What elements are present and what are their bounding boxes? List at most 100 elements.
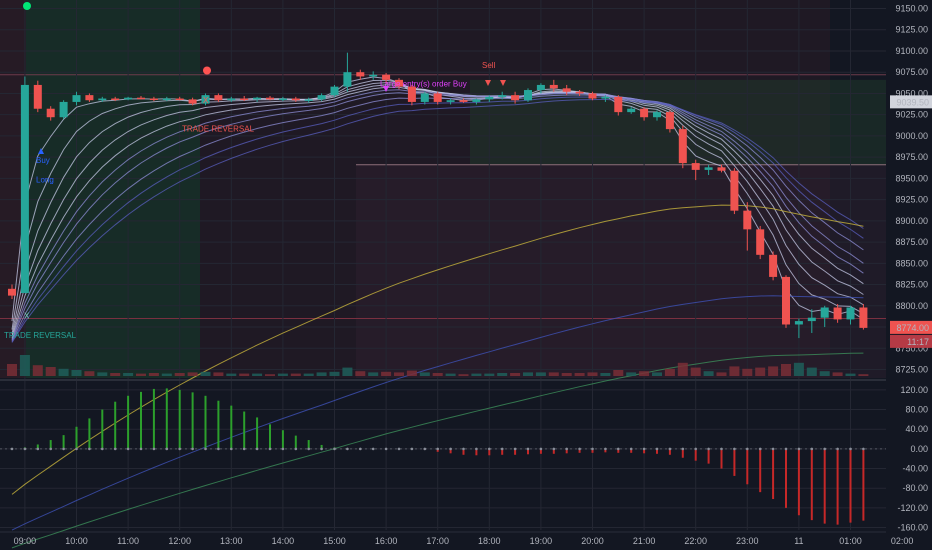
candle[interactable]	[304, 97, 313, 103]
candle[interactable]	[665, 110, 674, 133]
candle[interactable]	[330, 84, 339, 97]
candle[interactable]	[369, 71, 378, 80]
volume-bar	[639, 371, 650, 376]
zero-dot	[49, 447, 52, 451]
candle[interactable]	[536, 83, 545, 94]
candle[interactable]	[549, 79, 558, 92]
candle[interactable]	[511, 91, 520, 104]
histogram	[0, 388, 886, 525]
candle[interactable]	[446, 98, 455, 105]
candle[interactable]	[149, 96, 158, 102]
candle[interactable]	[407, 84, 416, 106]
candle[interactable]	[72, 91, 81, 106]
candle[interactable]	[782, 275, 790, 328]
candle[interactable]	[433, 91, 442, 105]
candle[interactable]	[807, 309, 816, 333]
candle-body	[485, 96, 494, 100]
candle[interactable]	[227, 96, 236, 102]
candle[interactable]	[356, 69, 365, 80]
candle-body	[369, 74, 378, 77]
time-tick-label: 21:00	[633, 536, 656, 546]
candle-body	[601, 96, 610, 99]
candle-body	[98, 98, 107, 101]
zero-dot	[346, 447, 349, 451]
candle[interactable]	[59, 100, 68, 119]
candle[interactable]	[240, 95, 249, 102]
candle[interactable]	[833, 304, 842, 323]
candle[interactable]	[769, 251, 778, 281]
candles[interactable]	[8, 52, 868, 339]
countdown-badge	[890, 334, 932, 348]
candle[interactable]	[846, 305, 855, 325]
zero-dot	[436, 447, 440, 451]
candle[interactable]	[653, 110, 661, 121]
sell-arrow-icon	[500, 80, 506, 86]
zero-dot	[475, 447, 478, 451]
candle[interactable]	[278, 96, 287, 102]
candle[interactable]	[704, 164, 713, 175]
candle[interactable]	[562, 84, 571, 96]
candle[interactable]	[575, 90, 584, 96]
candle[interactable]	[588, 91, 597, 101]
candle[interactable]	[820, 305, 829, 328]
zero-dot	[204, 447, 207, 451]
candle[interactable]	[459, 98, 468, 103]
candle[interactable]	[601, 95, 610, 102]
candle[interactable]	[524, 88, 532, 102]
candle[interactable]	[343, 52, 352, 92]
candle[interactable]	[253, 96, 262, 102]
candle[interactable]	[111, 96, 120, 102]
candle[interactable]	[124, 96, 133, 101]
volume-bar	[187, 372, 198, 376]
candle[interactable]	[678, 125, 687, 169]
candle[interactable]	[794, 318, 803, 339]
time-tick-label: 09:00	[14, 536, 37, 546]
price-tick-label: 8975.00	[895, 152, 928, 162]
zero-dot	[810, 447, 814, 451]
volume-bar	[703, 371, 714, 376]
candle[interactable]	[137, 95, 145, 100]
zero-dot	[681, 447, 685, 451]
candle[interactable]	[420, 91, 429, 105]
candle[interactable]	[756, 225, 765, 260]
candle[interactable]	[640, 107, 649, 121]
candle[interactable]	[730, 168, 739, 215]
candle-body	[562, 88, 571, 92]
indicator-axis[interactable]: 120.00 80.00 40.00 0.00 -40.00 -80.00 -120.00 -…	[897, 385, 928, 533]
candle[interactable]	[201, 93, 210, 106]
candle[interactable]	[859, 304, 868, 330]
candle[interactable]	[614, 95, 623, 116]
candle[interactable]	[33, 80, 42, 113]
candle-body	[433, 93, 442, 102]
price-axis[interactable]: 9150.00 9125.00 9100.00 9075.00 9050.00 9025.…	[890, 3, 932, 375]
candle[interactable]	[266, 95, 274, 101]
candle[interactable]	[188, 97, 197, 106]
candle[interactable]	[317, 93, 326, 102]
zero-dot	[771, 447, 775, 451]
candle[interactable]	[472, 98, 481, 105]
candle[interactable]	[743, 202, 752, 251]
candle[interactable]	[395, 78, 403, 90]
candle[interactable]	[214, 93, 223, 102]
candle[interactable]	[485, 95, 494, 102]
candle[interactable]	[627, 107, 636, 114]
candle[interactable]	[691, 159, 700, 181]
buy-arrow-icon	[38, 148, 44, 154]
candle[interactable]	[98, 96, 107, 102]
candle[interactable]	[85, 93, 94, 102]
candle[interactable]	[46, 106, 55, 121]
candle[interactable]	[717, 164, 726, 173]
time-axis[interactable]: 09:00 10:00 11:00 12:00 13:00 14:00 15:00 16:00…	[14, 536, 914, 546]
candle[interactable]	[498, 91, 507, 100]
volume-bar	[316, 372, 327, 376]
volume-bar	[355, 371, 366, 376]
candle[interactable]	[291, 96, 300, 102]
candle[interactable]	[162, 96, 171, 102]
time-tick-label: 17:00	[426, 536, 449, 546]
candle[interactable]	[175, 96, 184, 101]
candle[interactable]	[20, 76, 29, 294]
candle[interactable]	[382, 73, 391, 84]
candle[interactable]	[8, 284, 16, 300]
